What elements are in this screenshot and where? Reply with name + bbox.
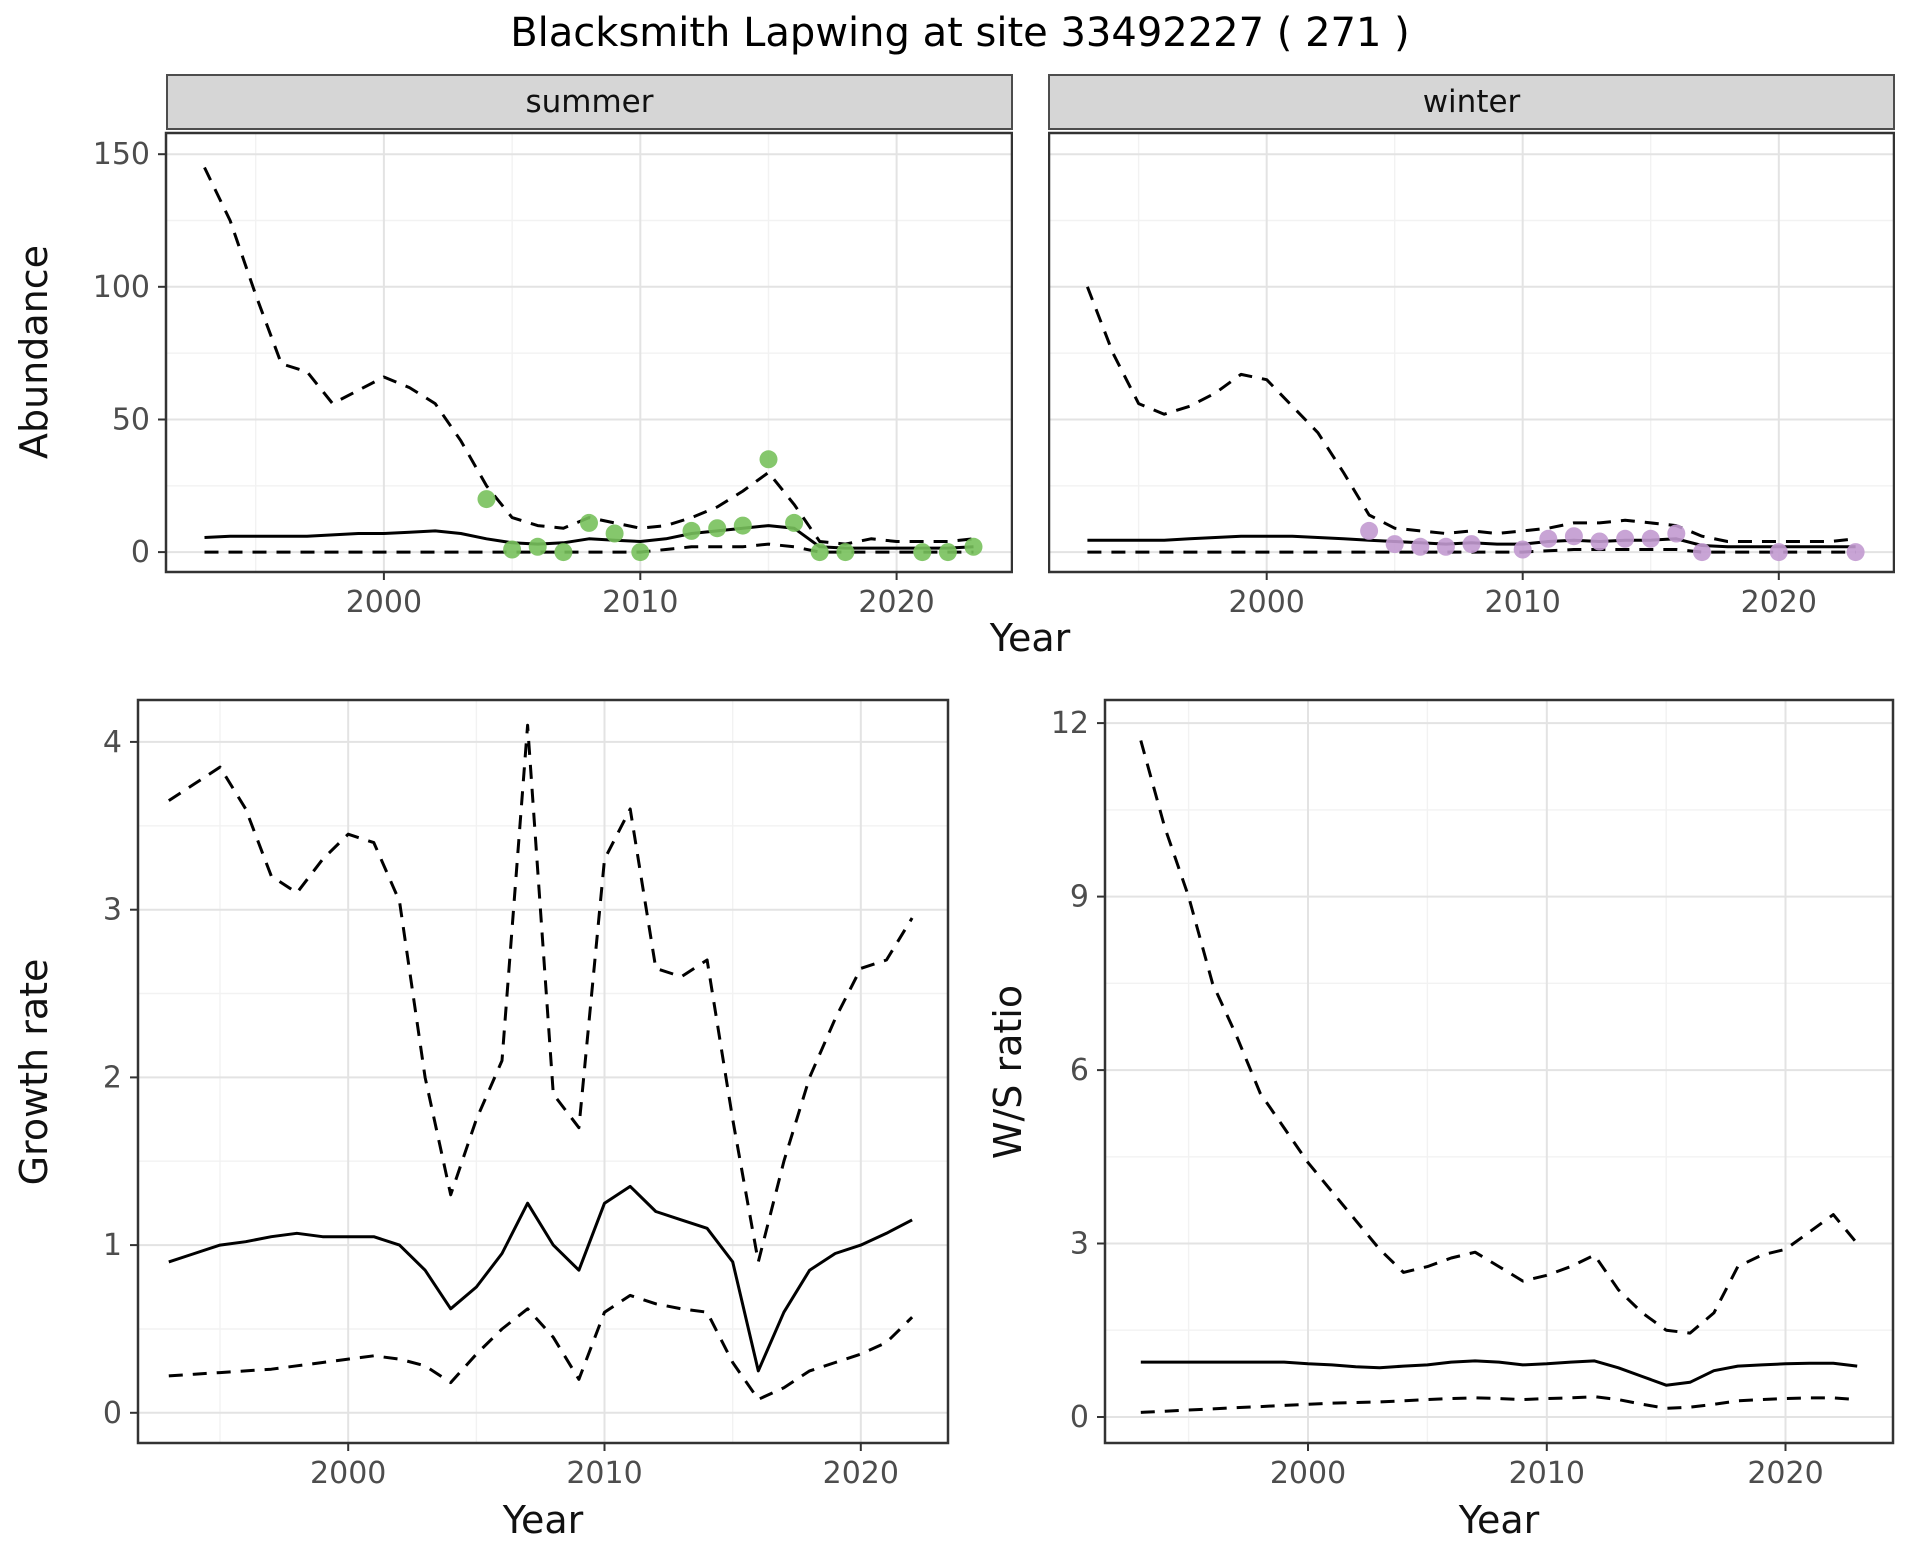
svg-text:2000: 2000 [310, 1456, 386, 1491]
svg-text:6: 6 [1070, 1053, 1089, 1088]
facet-strip-winter: winter [1048, 74, 1895, 130]
facet-strip-winter-label: winter [1422, 84, 1521, 120]
svg-text:9: 9 [1070, 880, 1089, 915]
svg-text:2010: 2010 [566, 1456, 642, 1491]
svg-text:0: 0 [1070, 1400, 1089, 1435]
svg-text:2020: 2020 [1747, 1456, 1823, 1491]
svg-text:50: 50 [112, 403, 150, 438]
svg-text:3: 3 [1070, 1227, 1089, 1262]
summer-abundance-chart: 2000 2010 2020 0 50 100 150 [93, 131, 1013, 620]
svg-text:12: 12 [1051, 706, 1089, 741]
figure-title: Blacksmith Lapwing at site 33492227 ( 27… [510, 10, 1410, 56]
svg-text:2000: 2000 [1229, 585, 1305, 620]
svg-text:2020: 2020 [1741, 585, 1817, 620]
ws-ratio-chart: 2000 2010 2020 0 3 6 9 12 [1051, 698, 1895, 1491]
svg-text:2010: 2010 [1509, 1456, 1585, 1491]
growth-rate-chart: 2000 2010 2020 0 1 2 3 4 [103, 698, 950, 1491]
facet-strip-summer-label: summer [525, 84, 654, 120]
svg-text:2: 2 [103, 1060, 122, 1095]
growth-year-axis-title: Year [502, 1498, 584, 1542]
facet-strip-summer: summer [166, 74, 1013, 130]
svg-text:1: 1 [103, 1228, 122, 1263]
abundance-axis-title: Abundance [12, 244, 56, 460]
growth-rate-axis-title: Growth rate [12, 958, 56, 1186]
ratio-year-axis-title: Year [1458, 1498, 1540, 1542]
svg-text:3: 3 [103, 893, 122, 928]
svg-text:4: 4 [103, 725, 122, 760]
top-year-axis-title: Year [989, 616, 1071, 660]
svg-text:2000: 2000 [1270, 1456, 1346, 1491]
svg-text:0: 0 [103, 1396, 122, 1431]
svg-text:2020: 2020 [823, 1456, 899, 1491]
ws-ratio-axis-title: W/S ratio [986, 984, 1030, 1160]
winter-abundance-chart: 2000 2010 2020 [1048, 131, 1895, 620]
svg-text:0: 0 [131, 535, 150, 570]
svg-text:2000: 2000 [346, 585, 422, 620]
svg-text:100: 100 [93, 270, 150, 305]
svg-text:2010: 2010 [602, 585, 678, 620]
svg-text:150: 150 [93, 137, 150, 172]
svg-text:2010: 2010 [1485, 585, 1561, 620]
svg-text:2020: 2020 [858, 585, 934, 620]
